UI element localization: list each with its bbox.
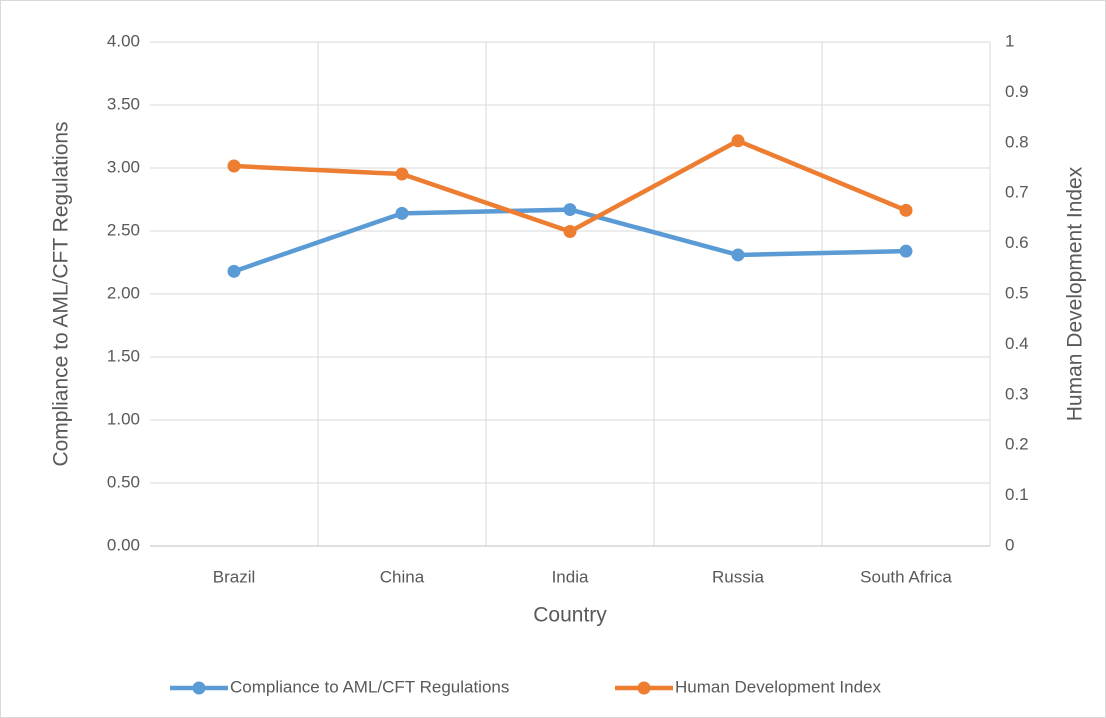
y2-tick-label: 0.8 [1005,132,1029,151]
series-marker [227,159,241,173]
series-marker [563,203,577,217]
y2-tick-label: 0.1 [1005,485,1029,504]
series-marker [563,225,577,239]
y2-tick-label: 0 [1005,535,1014,554]
series-marker [731,134,745,148]
series-marker [731,248,745,262]
y2-tick-label: 1 [1005,31,1014,50]
series-marker [395,206,409,220]
y-tick-label: 4.00 [107,31,140,50]
y2-tick-label: 0.2 [1005,435,1029,454]
y-tick-label: 2.00 [107,283,140,302]
y-tick-label: 0.50 [107,472,140,491]
y-tick-label: 1.00 [107,409,140,428]
y2-axis-title: Human Development Index [1064,166,1087,421]
y2-tick-label: 0.4 [1005,334,1029,353]
x-tick-label: Brazil [213,567,256,586]
legend-label: Compliance to AML/CFT Regulations [230,677,509,696]
y2-tick-label: 0.6 [1005,233,1029,252]
y2-tick-label: 0.3 [1005,384,1029,403]
x-tick-label: India [552,567,589,586]
y-tick-label: 1.50 [107,346,140,365]
legend-label: Human Development Index [675,677,882,696]
y2-tick-label: 0.5 [1005,283,1029,302]
series-marker [395,167,409,181]
y2-tick-label: 0.7 [1005,183,1029,202]
y-tick-label: 3.00 [107,157,140,176]
series-marker [227,264,241,278]
series-marker [899,203,913,217]
series-marker [899,244,913,258]
legend-marker [192,681,206,695]
x-tick-label: Russia [712,567,765,586]
y-tick-label: 2.50 [107,220,140,239]
y-axis-title: Compliance to AML/CFT Regulations [50,121,73,466]
y-tick-label: 3.50 [107,94,140,113]
legend-marker [637,681,651,695]
x-axis-title: Country [533,604,607,627]
x-tick-label: South Africa [860,567,952,586]
y2-tick-label: 0.9 [1005,82,1029,101]
x-tick-label: China [380,567,425,586]
y-tick-label: 0.00 [107,535,140,554]
